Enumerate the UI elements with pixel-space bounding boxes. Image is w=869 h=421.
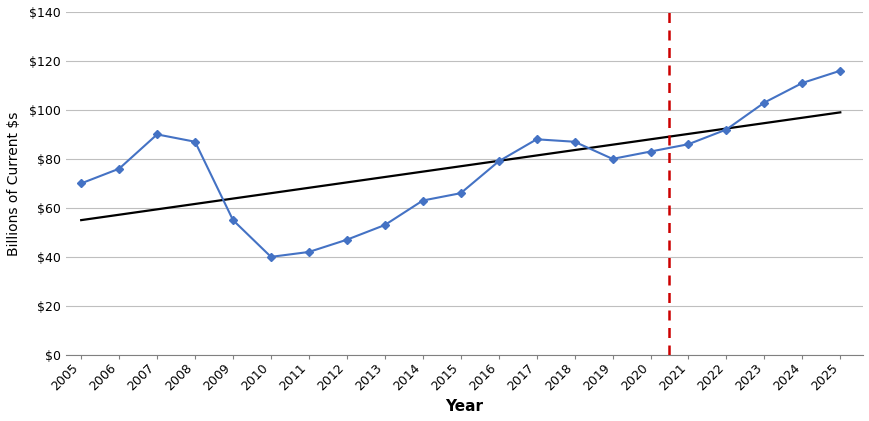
Y-axis label: Billions of Current $s: Billions of Current $s xyxy=(7,111,21,256)
X-axis label: Year: Year xyxy=(445,399,483,414)
